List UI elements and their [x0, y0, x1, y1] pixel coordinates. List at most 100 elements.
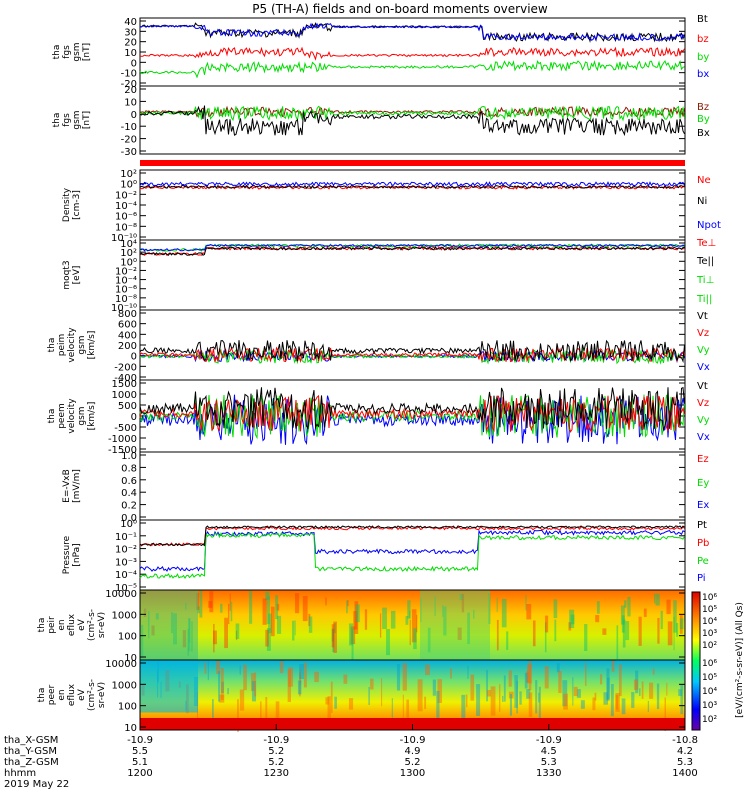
spectrogram-texture: [466, 694, 468, 708]
trace-Vt: [139, 386, 685, 431]
y-axis-label: peer: [47, 684, 57, 705]
spectrogram-texture: [606, 677, 610, 700]
y-axis-label: tha: [47, 338, 57, 353]
y-tick-label: 10⁰: [120, 519, 137, 530]
spectrogram-texture: [292, 620, 295, 641]
spectrogram-texture: [218, 671, 221, 702]
y-axis-label: peir: [47, 616, 57, 634]
spectrogram-texture: [390, 610, 396, 629]
spectrogram-texture: [501, 598, 507, 628]
y-tick-label: 0.8: [121, 463, 137, 474]
y-axis-label: eV: [77, 618, 87, 631]
y-axis-label: eV: [77, 688, 87, 701]
spectrogram-texture: [472, 609, 475, 619]
y-axis-label: tha: [52, 113, 62, 128]
y-tick-label: 30: [124, 27, 137, 38]
spectrogram-texture: [461, 593, 465, 613]
spectrogram-texture: [592, 697, 596, 711]
trace-Te-par: [139, 246, 685, 256]
spectrogram-texture: [212, 699, 214, 724]
spectrogram-texture: [237, 699, 239, 733]
panel-frame: [139, 519, 686, 591]
spectrogram-texture: [584, 624, 588, 652]
legend-entry: Vx: [697, 432, 710, 443]
y-tick-label: 10000: [105, 659, 137, 670]
panel-frame: [139, 169, 686, 241]
spectrogram-texture: [643, 608, 647, 617]
spectrogram-texture: [227, 688, 229, 695]
colorbar-label: [eV/(cm²-s-sr-eV)] (All Qs): [735, 602, 745, 718]
spectrogram-texture: [666, 682, 668, 696]
y-axis-label: E=-VxB: [62, 469, 72, 503]
spectrogram-texture: [364, 609, 368, 630]
spectrogram-texture: [303, 662, 307, 688]
spectrogram-texture: [379, 613, 382, 638]
spectrogram-texture: [528, 660, 532, 691]
ephemeris-y-value: 5.5: [132, 746, 148, 757]
status-bar: [140, 160, 685, 166]
trace-Vz: [139, 394, 685, 434]
spectrogram-texture: [409, 610, 411, 619]
spectrogram-texture: [606, 668, 610, 701]
spectrogram-texture: [467, 665, 469, 680]
legend-entry: Bx: [697, 128, 710, 139]
spectrogram-texture: [355, 604, 360, 623]
spectrogram-texture: [308, 616, 313, 633]
spectrogram-texture: [580, 700, 585, 709]
spectrogram-texture: [486, 669, 488, 702]
spectrogram-texture: [276, 615, 282, 634]
colorbar-tick-label: 10³: [702, 629, 717, 639]
spectrogram-texture: [420, 597, 422, 623]
spectrogram-texture: [611, 660, 615, 672]
y-axis-label: sr-eV): [97, 612, 107, 638]
ephemeris-x-value: -10.9: [263, 735, 289, 746]
spectrogram-texture: [353, 611, 358, 630]
spectrogram-texture: [407, 600, 411, 619]
spectrogram-texture: [514, 675, 518, 708]
y-axis-label: gsm: [72, 42, 82, 61]
spectrogram-lowflux-region: [140, 590, 198, 660]
legend-entry: bz: [697, 34, 709, 45]
spectrogram-texture: [641, 681, 644, 699]
spectrogram-texture: [610, 684, 614, 717]
spectrogram-texture: [411, 609, 417, 643]
spectrogram-texture: [639, 688, 641, 696]
ephemeris-row-label: 2019 May 22: [4, 779, 69, 790]
y-axis-label: [nT]: [82, 43, 92, 61]
spectrogram-texture: [657, 617, 660, 644]
spectrogram-texture: [563, 693, 568, 710]
trace-Bz: [139, 105, 685, 118]
y-tick-label: 0.6: [121, 476, 137, 487]
y-tick-label: 20: [124, 38, 137, 49]
colorbar-tick-label: 10⁴: [702, 617, 717, 627]
y-tick-label: 20: [124, 85, 137, 96]
y-tick-label: 10⁻³: [115, 557, 137, 568]
trace-Ti-blue: [139, 243, 685, 252]
spectrogram-texture: [673, 616, 675, 651]
legend-entry: Bz: [697, 102, 709, 113]
y-tick-label: 0: [131, 352, 137, 363]
spectrogram-texture: [287, 669, 291, 703]
spectrogram-texture: [544, 622, 547, 653]
spectrogram-texture: [288, 667, 294, 687]
y-tick-label: 10⁻¹⁰: [111, 233, 137, 244]
y-axis-label: tha: [47, 409, 57, 424]
spectrogram-texture: [545, 615, 549, 633]
y-tick-label: -20: [121, 135, 137, 146]
spectrogram-texture: [656, 683, 660, 710]
spectrogram-texture: [295, 593, 300, 614]
spectrogram-texture: [327, 696, 331, 719]
colorbar-tick-label: 10²: [702, 641, 717, 651]
y-tick-label: -1500: [108, 445, 137, 456]
spectrogram-texture: [413, 628, 417, 650]
y-axis-label: fgs: [62, 45, 72, 59]
trace-bz: [139, 46, 685, 61]
y-axis-label: [eV]: [72, 266, 82, 285]
spectrogram-texture: [265, 696, 268, 721]
y-tick-label: 10⁻⁴: [115, 570, 137, 581]
y-tick-label: 10⁻²: [115, 266, 137, 277]
spectrogram-texture: [476, 684, 481, 716]
y-axis-label: en: [57, 689, 67, 700]
spectrogram-texture: [266, 628, 271, 651]
spectrogram-texture: [525, 671, 530, 683]
